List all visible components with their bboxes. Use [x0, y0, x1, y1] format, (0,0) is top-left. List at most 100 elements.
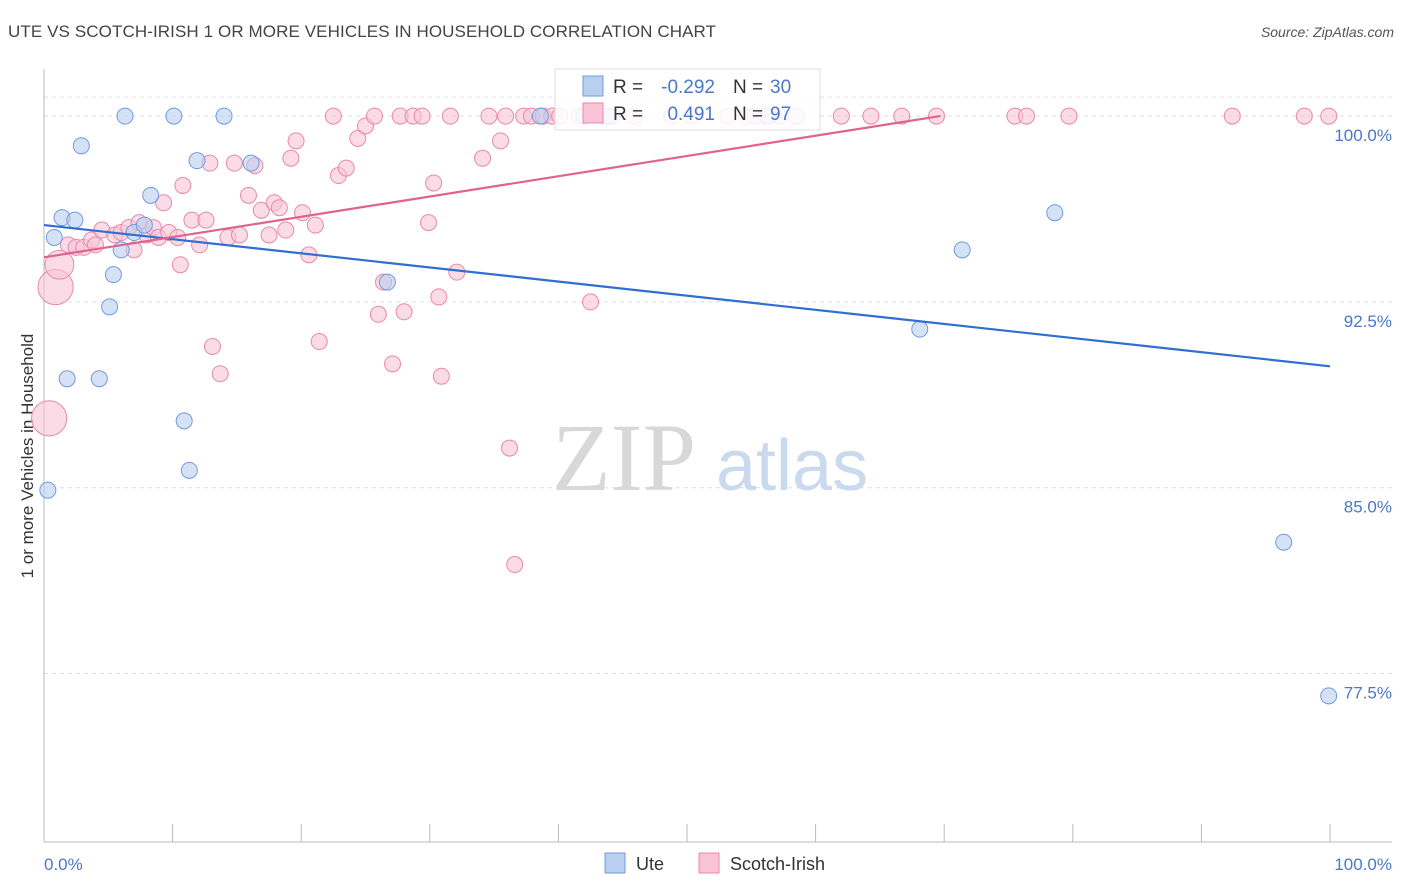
scotch-irish-point: [369, 305, 387, 323]
ute-point: [188, 152, 206, 170]
ute-n-label: N =: [733, 77, 763, 98]
scotch-irish-point: [497, 107, 515, 125]
scotch-irish-point: [582, 293, 600, 311]
scotch-irish-point: [211, 365, 229, 383]
scotch-irish-point: [239, 186, 257, 204]
scotch-irish-point: [306, 216, 324, 234]
ute-point: [180, 461, 198, 479]
scotch-irish-point: [862, 107, 880, 125]
x-axis-ticks: [43, 824, 1331, 842]
grid-lines: [44, 96, 1392, 675]
scotch-irish-point: [282, 149, 300, 167]
ute-point: [116, 107, 134, 125]
series-legend: Ute Scotch-Irish: [604, 852, 825, 874]
scotch-irish-point: [395, 303, 413, 321]
scotch-legend-swatch: [582, 102, 604, 124]
ute-point: [66, 211, 84, 229]
watermark: ZIP atlas: [552, 404, 868, 511]
scotch-irish-point: [270, 199, 288, 217]
scotch-irish-point: [893, 107, 911, 125]
ute-point: [101, 298, 119, 316]
ute-point: [953, 241, 971, 259]
scotch-irish-point: [1320, 107, 1338, 125]
scotch-irish-point: [425, 174, 443, 192]
y-tick-label: 100.0%: [1334, 126, 1392, 145]
scotch-irish-point: [324, 107, 342, 125]
ute-point: [378, 273, 396, 291]
scotch-irish-point: [155, 194, 173, 212]
source-label: Source: ZipAtlas.com: [1260, 24, 1394, 40]
y-axis-label: 1 or more Vehicles in Household: [18, 334, 37, 579]
scotch-irish-point: [832, 107, 850, 125]
scotch-irish-point: [174, 176, 192, 194]
ute-point: [39, 481, 57, 499]
scotch-irish-point: [506, 556, 524, 574]
scotch-irish-point: [225, 154, 243, 172]
ute-n-value: 30: [770, 77, 791, 98]
x-tick-label-max: 100.0%: [1334, 855, 1392, 874]
ute-point: [242, 154, 260, 172]
scotch-irish-point: [501, 439, 519, 457]
ute-point: [90, 370, 108, 388]
scotch-irish-point: [203, 337, 221, 355]
legend-ute-label: Ute: [636, 854, 664, 874]
scotch-irish-point: [1060, 107, 1078, 125]
watermark-atlas: atlas: [716, 426, 868, 506]
scotch-irish-point: [430, 288, 448, 306]
ute-point: [215, 107, 233, 125]
scotch-irish-point: [252, 201, 270, 219]
scotch-n-value: 97: [770, 104, 791, 125]
legend-ute-swatch: [604, 852, 626, 874]
x-tick-label-min: 0.0%: [44, 855, 83, 874]
scotch-n-label: N =: [733, 104, 763, 125]
legend-scotch-label: Scotch-Irish: [730, 854, 825, 874]
scotch-r-label: R =: [613, 104, 643, 125]
scotch-irish-point: [492, 132, 510, 150]
scotch-irish-point: [197, 211, 215, 229]
scotch-irish-point: [31, 400, 68, 437]
ute-point: [135, 216, 153, 234]
scotch-irish-point: [413, 107, 431, 125]
watermark-zip: ZIP: [552, 404, 696, 511]
scotch-irish-point: [260, 226, 278, 244]
ute-point: [1046, 204, 1064, 222]
scotch-irish-point: [310, 333, 328, 351]
ute-point: [165, 107, 183, 125]
scotch-irish-point: [191, 236, 209, 254]
scotch-irish-point: [448, 263, 466, 281]
scotch-irish-point: [349, 129, 367, 147]
ute-point: [45, 228, 63, 246]
ute-point: [175, 412, 193, 430]
ute-r-label: R =: [613, 77, 643, 98]
scotch-irish-point: [337, 159, 355, 177]
scotch-irish-point: [171, 256, 189, 274]
chart-title: UTE VS SCOTCH-IRISH 1 OR MORE VEHICLES I…: [8, 22, 717, 41]
scotch-irish-point: [441, 107, 459, 125]
trend-lines: [43, 114, 1331, 368]
ute-point: [72, 137, 90, 155]
y-tick-label: 92.5%: [1344, 312, 1392, 331]
scotch-irish-point: [287, 132, 305, 150]
ute-point: [911, 320, 929, 338]
scotch-irish-point: [366, 107, 384, 125]
ute-point: [531, 107, 549, 125]
ute-point: [142, 186, 160, 204]
scotch-irish-point: [44, 249, 75, 280]
ute-point: [58, 370, 76, 388]
ute-point: [1275, 533, 1293, 551]
scotch-irish-point: [1018, 107, 1036, 125]
scotch-irish-point: [1295, 107, 1313, 125]
scotch-irish-point: [183, 211, 201, 229]
ute-point: [1320, 687, 1338, 705]
scotch-r-value: 0.491: [667, 104, 715, 125]
scotch-irish-point: [384, 355, 402, 373]
axes: [43, 69, 1392, 843]
scotch-irish-point: [480, 107, 498, 125]
scotch-irish-point: [1223, 107, 1241, 125]
scotch-irish-point: [474, 149, 492, 167]
scotch-irish-point: [420, 214, 438, 232]
y-tick-label: 85.0%: [1344, 498, 1392, 517]
ute-point: [104, 266, 122, 284]
ute-trend-line: [43, 223, 1331, 368]
